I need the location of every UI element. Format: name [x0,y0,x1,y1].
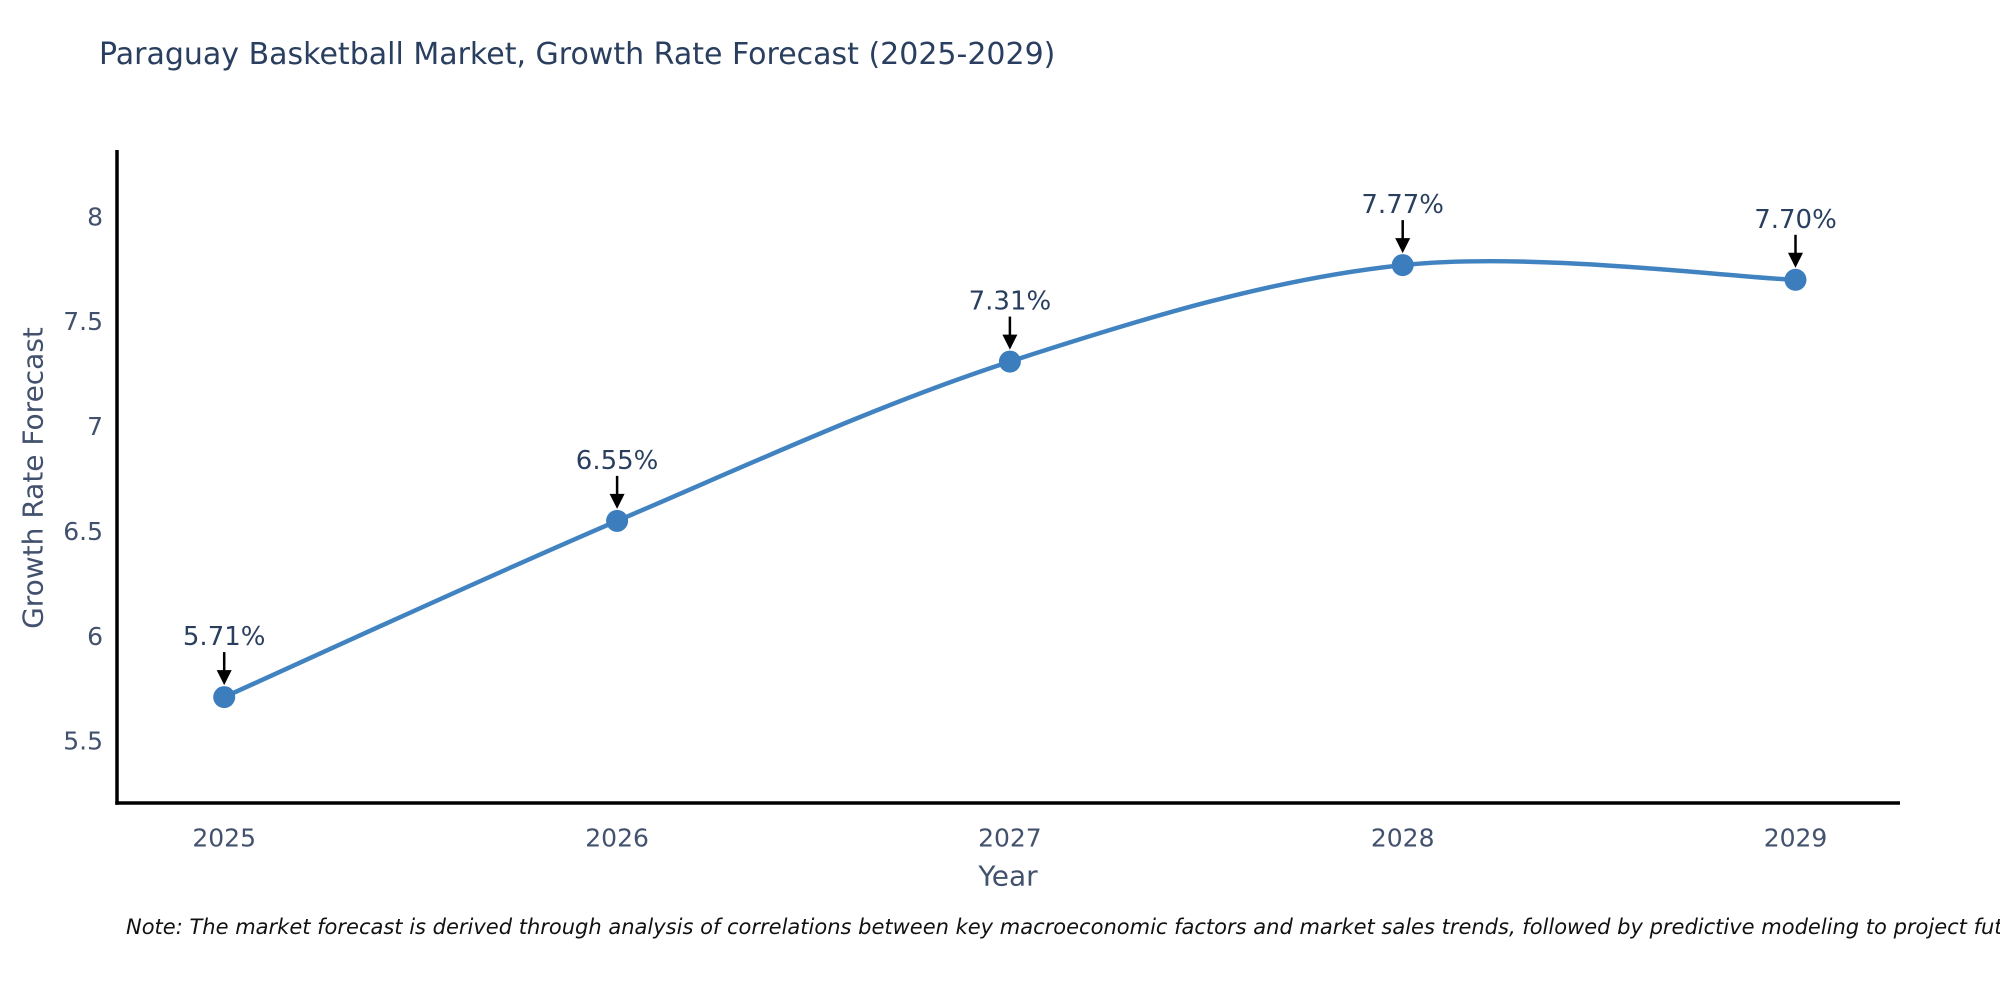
x-tick-label: 2027 [978,824,1042,853]
x-tick-label: 2028 [1371,824,1435,853]
y-tick-label: 6 [87,622,103,651]
x-tick-label: 2025 [192,824,256,853]
y-axis-title: Growth Rate Forecast [16,327,50,629]
data-point-label: 6.55% [576,446,659,476]
annotation-arrowhead [609,493,625,509]
y-tick-label: 7 [87,412,103,441]
data-point-marker [213,686,236,709]
chart-title: Paraguay Basketball Market, Growth Rate … [99,37,1056,72]
data-point-marker [998,350,1021,373]
data-point-marker [1784,268,1807,291]
x-tick-label: 2026 [585,824,649,853]
y-tick-label: 8 [87,202,103,231]
annotation-arrowhead [1395,238,1411,254]
x-axis-title: Year [978,859,1038,893]
y-tick-label: 5.5 [63,727,103,756]
annotation-arrowhead [1788,252,1803,268]
y-tick-label: 7.5 [63,307,103,336]
y-tick-label: 6.5 [63,517,103,546]
data-point-label: 5.71% [183,622,266,652]
data-point-label: 7.77% [1361,190,1444,220]
data-point-marker [1391,254,1414,277]
data-point-marker [606,509,629,532]
x-tick-label: 2029 [1764,824,1828,853]
data-point-label: 7.31% [969,287,1052,317]
annotation-arrowhead [1002,334,1018,350]
annotation-arrowhead [216,670,232,686]
chart-footnote: Note: The market forecast is derived thr… [126,915,2000,939]
data-point-label: 7.70% [1754,205,1837,235]
